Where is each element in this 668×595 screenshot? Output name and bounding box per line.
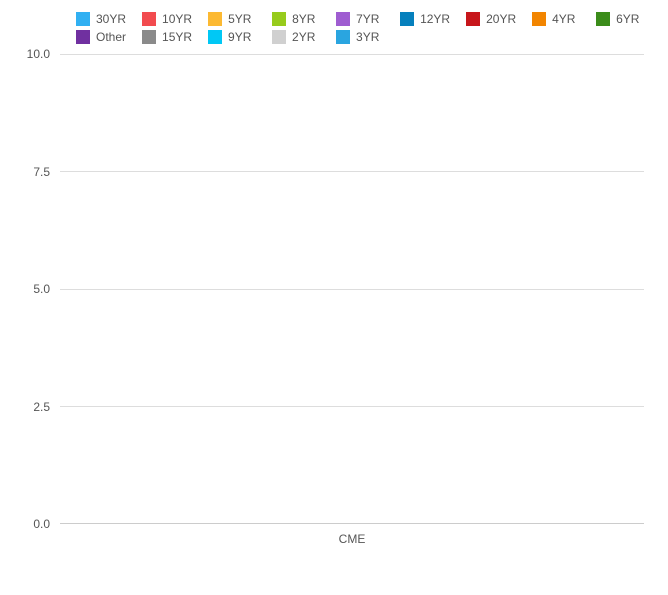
legend-item-12yr[interactable]: 12YR <box>400 12 450 26</box>
y-tick-label: 5.0 <box>10 282 50 296</box>
legend-label: 15YR <box>162 30 192 44</box>
legend-label: 20YR <box>486 12 516 26</box>
y-tick-label: 10.0 <box>10 47 50 61</box>
legend-label: 6YR <box>616 12 639 26</box>
y-tick-label: 2.5 <box>10 400 50 414</box>
grid-line <box>60 289 644 290</box>
legend-item-5yr[interactable]: 5YR <box>208 12 256 26</box>
legend-label: 2YR <box>292 30 315 44</box>
grid-line <box>60 171 644 172</box>
legend-label: 9YR <box>228 30 251 44</box>
legend-item-2yr[interactable]: 2YR <box>272 30 320 44</box>
x-tick-label: CME <box>118 532 585 546</box>
y-tick-label: 7.5 <box>10 165 50 179</box>
y-tick-label: 0.0 <box>10 517 50 531</box>
plot-area <box>60 54 644 524</box>
legend-label: 4YR <box>552 12 575 26</box>
legend-item-20yr[interactable]: 20YR <box>466 12 516 26</box>
legend-swatch-icon <box>142 12 156 26</box>
chart-legend: 30YR 10YR 5YR 8YR 7YR 12YR 20YR 4YR 6YR Other 15YR… <box>16 8 652 54</box>
legend-item-3yr[interactable]: 3YR <box>336 30 384 44</box>
legend-swatch-icon <box>400 12 414 26</box>
legend-label: 10YR <box>162 12 192 26</box>
legend-label: 30YR <box>96 12 126 26</box>
legend-item-7yr[interactable]: 7YR <box>336 12 384 26</box>
legend-item-6yr[interactable]: 6YR <box>596 12 644 26</box>
legend-label: Other <box>96 30 126 44</box>
legend-swatch-icon <box>532 12 546 26</box>
legend-item-15yr[interactable]: 15YR <box>142 30 192 44</box>
legend-label: 8YR <box>292 12 315 26</box>
legend-swatch-icon <box>336 30 350 44</box>
legend-item-other[interactable]: Other <box>76 30 126 44</box>
grid-line <box>60 406 644 407</box>
legend-swatch-icon <box>208 12 222 26</box>
grid-line <box>60 54 644 55</box>
legend-item-4yr[interactable]: 4YR <box>532 12 580 26</box>
legend-swatch-icon <box>76 12 90 26</box>
legend-swatch-icon <box>76 30 90 44</box>
y-axis: 0.02.55.07.510.0 <box>16 54 56 524</box>
stacked-bar-chart: 30YR 10YR 5YR 8YR 7YR 12YR 20YR 4YR 6YR Other 15YR… <box>0 0 668 595</box>
legend-swatch-icon <box>336 12 350 26</box>
legend-label: 7YR <box>356 12 379 26</box>
legend-swatch-icon <box>142 30 156 44</box>
legend-label: 5YR <box>228 12 251 26</box>
plot-wrap: 0.02.55.07.510.0 CME <box>60 54 644 554</box>
legend-swatch-icon <box>272 12 286 26</box>
legend-swatch-icon <box>208 30 222 44</box>
legend-label: 3YR <box>356 30 379 44</box>
legend-item-8yr[interactable]: 8YR <box>272 12 320 26</box>
legend-item-10yr[interactable]: 10YR <box>142 12 192 26</box>
legend-swatch-icon <box>596 12 610 26</box>
x-axis: CME <box>60 524 644 554</box>
legend-label: 12YR <box>420 12 450 26</box>
legend-item-30yr[interactable]: 30YR <box>76 12 126 26</box>
legend-item-9yr[interactable]: 9YR <box>208 30 256 44</box>
legend-swatch-icon <box>466 12 480 26</box>
legend-swatch-icon <box>272 30 286 44</box>
